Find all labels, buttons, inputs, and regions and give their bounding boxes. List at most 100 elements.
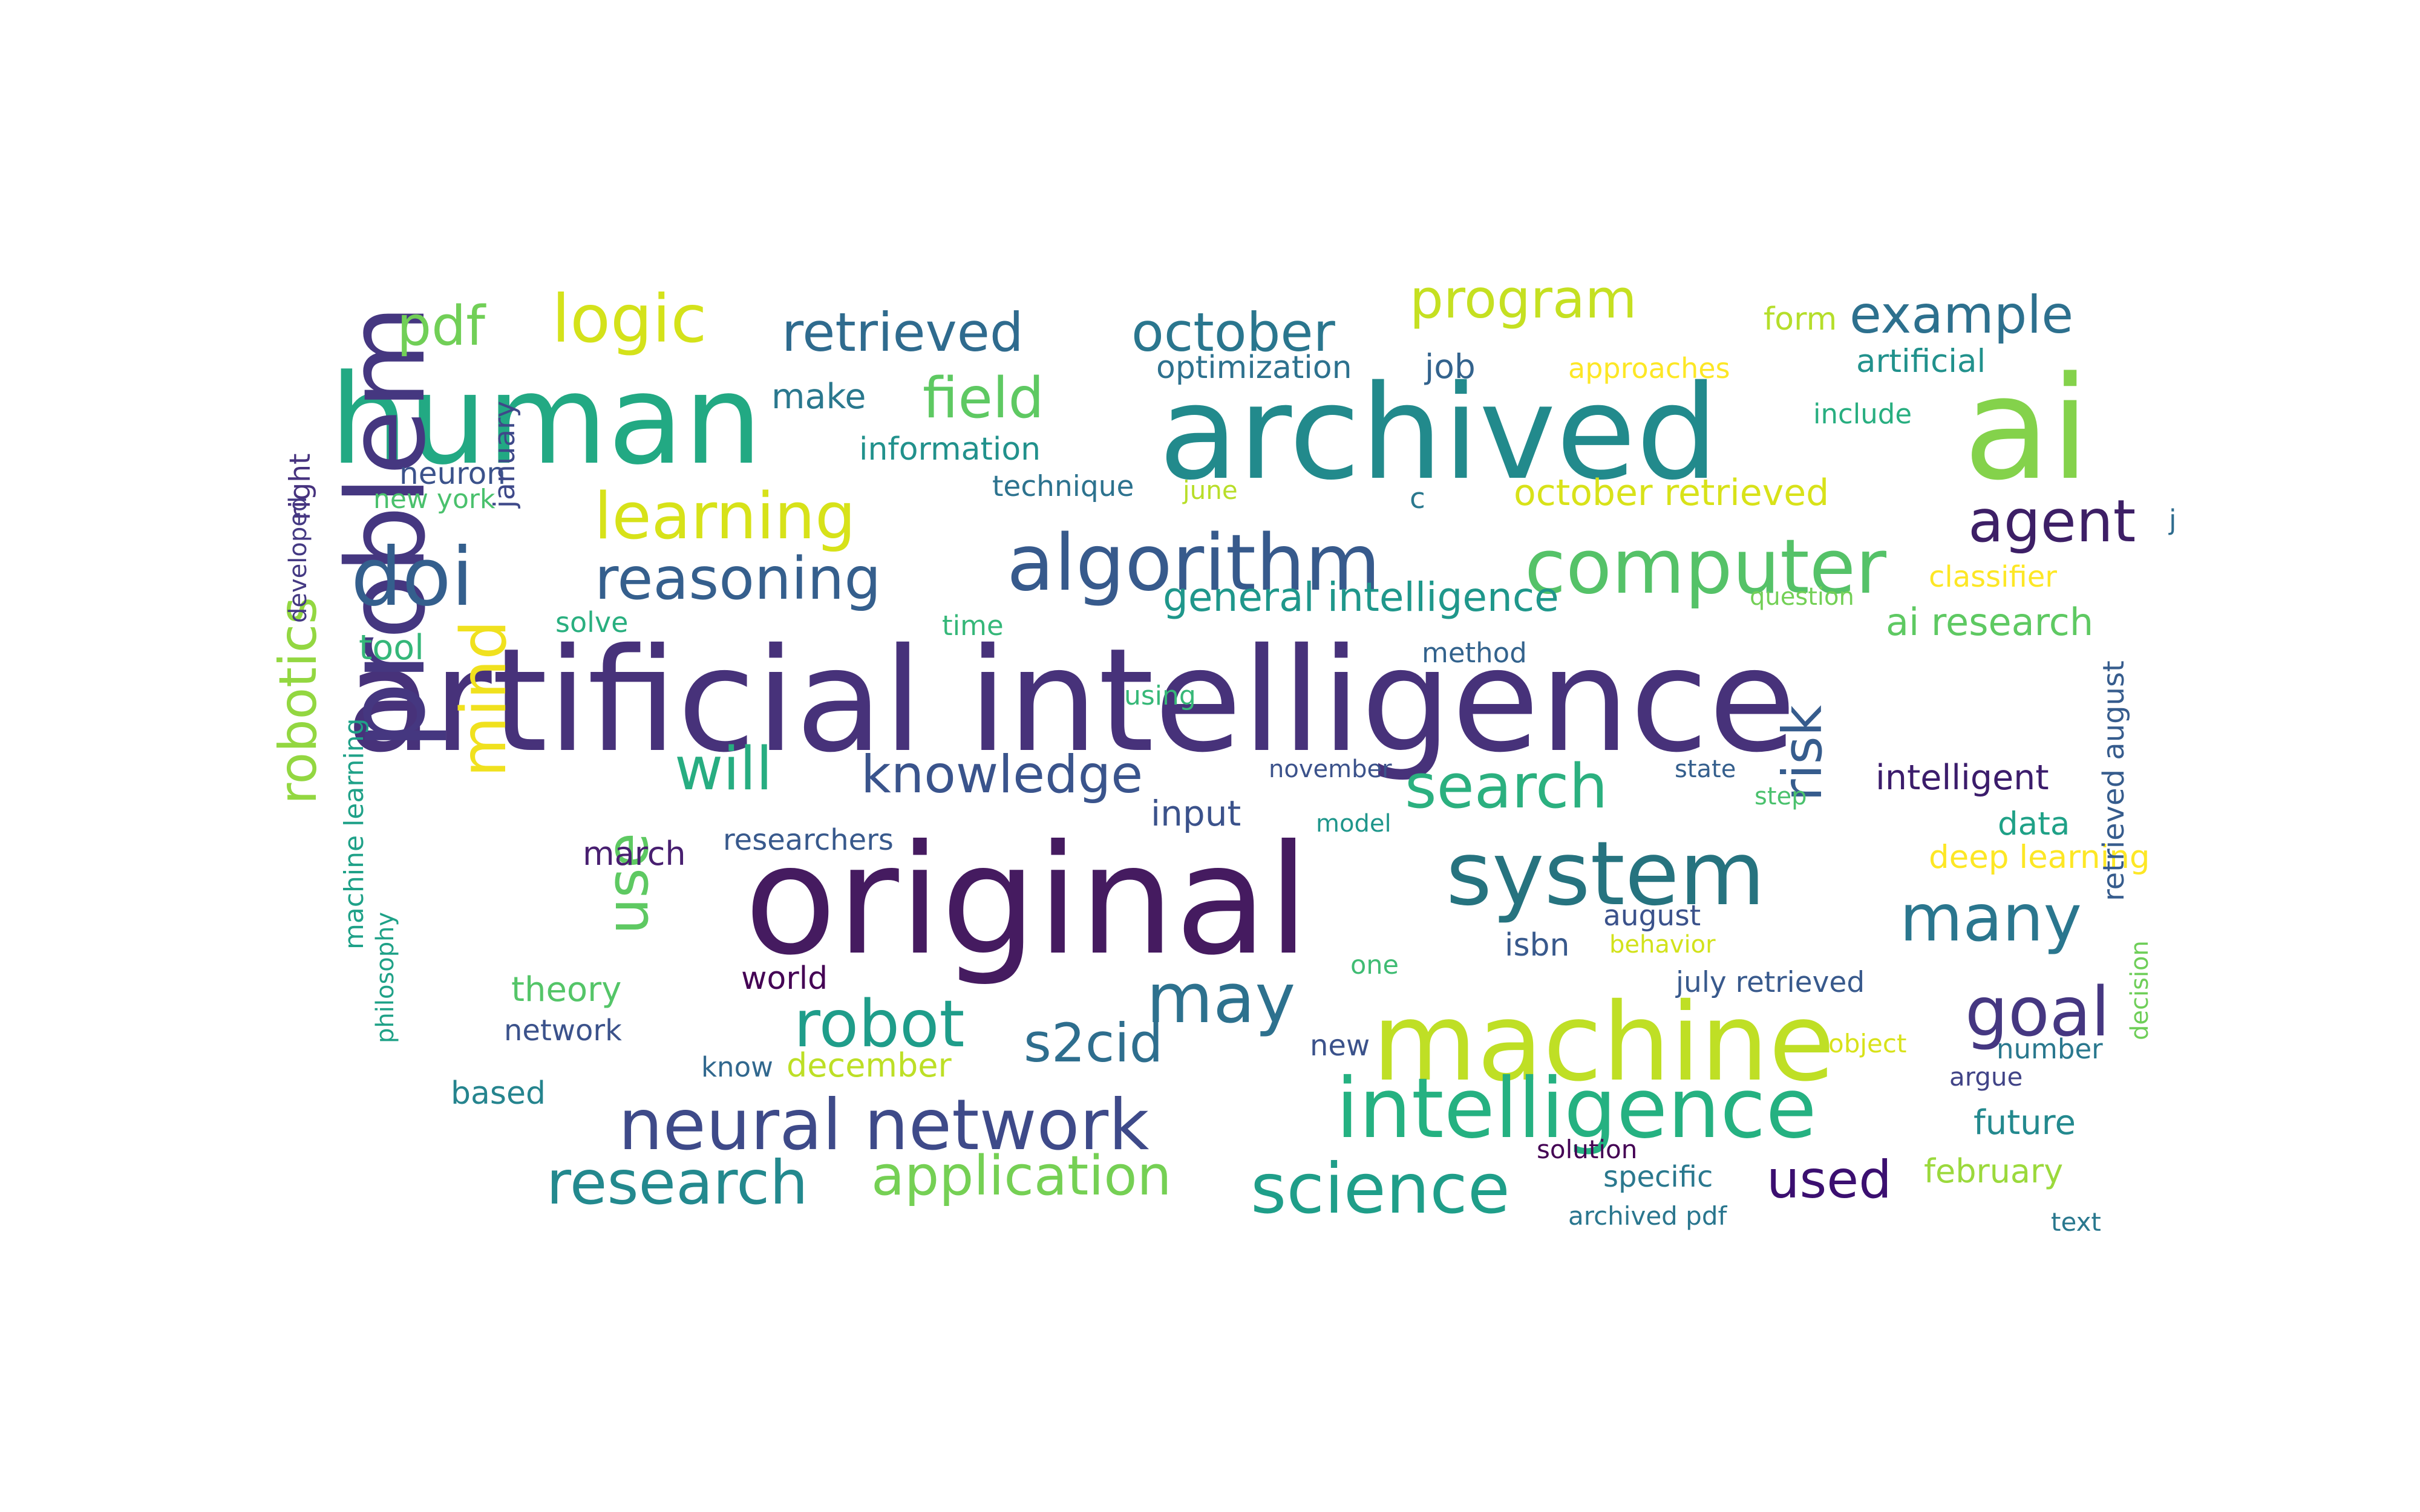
word-make: make — [771, 377, 866, 417]
word-right: right — [284, 454, 317, 520]
word-science: science — [1251, 1149, 1510, 1229]
word-solve: solve — [555, 606, 628, 639]
word-classifier: classifier — [1929, 560, 2057, 594]
word-goal: goal — [1965, 973, 2110, 1052]
word-theory: theory — [511, 970, 621, 1009]
word-object: object — [1828, 1029, 1906, 1058]
word-artificial-intelligence: artificial intelligence — [345, 618, 1796, 784]
word-system: system — [1446, 823, 1765, 925]
word-information: information — [859, 431, 1041, 468]
word-one: one — [1350, 950, 1399, 980]
word-january: january — [488, 401, 522, 509]
word-june: june — [1182, 475, 1238, 505]
word-specific: specific — [1603, 1160, 1713, 1194]
word-input: input — [1151, 793, 1241, 834]
word-network: network — [504, 1014, 622, 1048]
word-neural-network: neural network — [618, 1084, 1149, 1166]
word-approaches: approaches — [1568, 352, 1730, 385]
word-using: using — [1124, 680, 1196, 711]
word-world: world — [741, 960, 828, 997]
word-include: include — [1813, 398, 1912, 430]
word-text: text — [2051, 1207, 2101, 1237]
word-state: state — [1675, 755, 1736, 783]
word-philosophy: philosophy — [371, 912, 399, 1043]
word-example: example — [1849, 285, 2073, 345]
word-argue: argue — [1949, 1062, 2023, 1092]
word-logic: logic — [552, 281, 707, 357]
word-algorithm: algorithm — [1007, 518, 1381, 608]
word-future: future — [1974, 1103, 2076, 1142]
word-human: human — [330, 348, 762, 492]
word-original: original — [744, 812, 1309, 988]
word-based: based — [451, 1075, 546, 1112]
word-mind: mind — [448, 620, 520, 777]
word-intelligence: intelligence — [1336, 1061, 1817, 1157]
word-intelligent: intelligent — [1876, 758, 2049, 798]
word-risk: risk — [1771, 705, 1834, 801]
word-may: may — [1146, 959, 1295, 1038]
word-form: form — [1764, 301, 1837, 337]
word-reasoning: reasoning — [595, 545, 881, 613]
word-retrieved-august: retrieved august — [2097, 660, 2131, 901]
word-october-retrieved: october retrieved — [1514, 472, 1829, 514]
word-november: november — [1269, 755, 1392, 783]
word-doi: doi — [351, 531, 474, 624]
word-technique: technique — [992, 470, 1134, 503]
word-archived-pdf: archived pdf — [1568, 1201, 1727, 1231]
word-data: data — [1998, 806, 2070, 842]
word-step: step — [1754, 783, 1807, 810]
word-august: august — [1603, 899, 1701, 933]
word-know: know — [701, 1051, 773, 1083]
word-isbn: isbn — [1505, 927, 1570, 963]
word-research: research — [546, 1147, 808, 1218]
word-c: c — [1410, 482, 1425, 515]
word-robotics: robotics — [268, 597, 329, 804]
word-neuron: neuron — [399, 456, 506, 491]
word-optimization: optimization — [1156, 350, 1352, 386]
word-number: number — [1996, 1033, 2103, 1065]
word-computer: computer — [1525, 524, 1886, 611]
word-time: time — [942, 610, 1004, 642]
word-field: field — [923, 365, 1044, 431]
word-learning: learning — [594, 479, 855, 553]
word-robot: robot — [794, 987, 964, 1062]
word-deep-learning: deep learning — [1929, 839, 2150, 876]
word-machine: machine — [1372, 980, 1835, 1105]
word-machine-learning: machine learning — [339, 718, 370, 950]
word-solution: solution — [1537, 1135, 1637, 1164]
word-ai: ai — [1963, 347, 2090, 512]
word-s2cid: s2cid — [1024, 1012, 1163, 1074]
word-search: search — [1405, 751, 1608, 822]
word-application: application — [871, 1144, 1171, 1208]
word-archived: archived — [1159, 357, 1719, 509]
word-method: method — [1422, 637, 1527, 669]
word-job: job — [1424, 347, 1476, 386]
word-researchers: researchers — [723, 823, 894, 857]
word-question: question — [1750, 583, 1854, 611]
word-model: model — [1316, 810, 1392, 838]
word-new-york: new york — [373, 484, 495, 515]
word-march: march — [583, 835, 686, 873]
word-october: october — [1131, 301, 1336, 363]
word-december: december — [786, 1046, 952, 1084]
word-use: use — [595, 833, 661, 934]
word-tool: tool — [359, 628, 424, 668]
word-many: many — [1900, 881, 2082, 956]
word-february: february — [1924, 1152, 2063, 1190]
word-used: used — [1767, 1150, 1892, 1210]
word-pdf: pdf — [397, 295, 486, 358]
word-agent: agent — [1968, 487, 2136, 555]
word-new: new — [1310, 1029, 1370, 1063]
word-decision: decision — [2126, 940, 2154, 1040]
word-j: j — [2168, 504, 2177, 536]
word-retrieved: retrieved — [782, 301, 1024, 363]
word-july-retrieved: july retrieved — [1675, 966, 1865, 999]
word-ai-research: ai research — [1886, 600, 2093, 644]
word-general-intelligence: general intelligence — [1163, 574, 1559, 621]
word-artificial: artificial — [1856, 343, 1986, 380]
word-will: will — [675, 735, 773, 804]
word-problem: problem — [324, 304, 449, 750]
word-developed: developed — [284, 497, 312, 623]
word-behavior: behavior — [1609, 931, 1716, 959]
